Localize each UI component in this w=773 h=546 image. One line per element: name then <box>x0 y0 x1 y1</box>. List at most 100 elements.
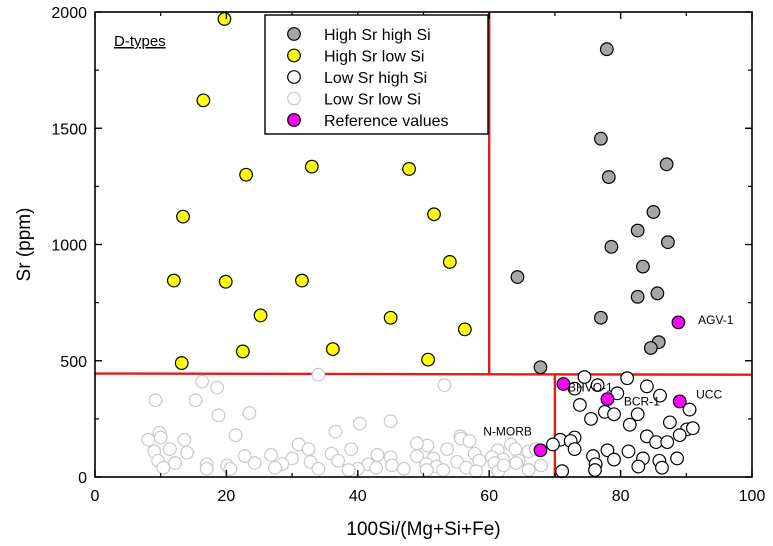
data-point <box>210 380 225 395</box>
annotation-n-morb: N-MORB <box>483 425 532 439</box>
chart-lines <box>94 12 753 477</box>
data-point <box>508 442 523 457</box>
legend-box <box>264 14 489 135</box>
data-point <box>639 379 654 394</box>
data-point <box>662 415 677 430</box>
data-point <box>421 352 435 367</box>
x-tick-label: 80 <box>612 488 630 505</box>
data-point <box>427 207 441 222</box>
data-point <box>217 12 232 26</box>
data-point <box>237 449 252 463</box>
data-point <box>659 157 674 172</box>
data-point <box>604 239 619 254</box>
data-point <box>593 310 608 325</box>
data-point <box>584 411 598 426</box>
data-point <box>148 393 163 408</box>
data-point <box>521 463 536 477</box>
data-points <box>141 12 700 479</box>
data-point <box>168 456 183 470</box>
x-tick-label: 100 <box>739 488 766 505</box>
sr-threshold-line <box>94 372 753 376</box>
legend-marker <box>287 27 301 41</box>
data-point <box>672 428 687 443</box>
data-point <box>555 464 570 479</box>
data-point <box>685 421 700 436</box>
y-tick-label: 2000 <box>51 5 87 22</box>
data-point <box>341 463 356 477</box>
data-point <box>622 417 637 432</box>
data-point <box>301 442 316 457</box>
data-point <box>228 428 243 443</box>
data-point <box>621 444 636 459</box>
legend-item: High Sr high Si <box>287 27 431 44</box>
annotation-agv-1: AGV-1 <box>698 313 734 327</box>
data-point <box>331 453 345 468</box>
data-point <box>410 449 424 463</box>
data-point <box>671 315 686 330</box>
data-point <box>469 464 483 479</box>
data-point <box>141 432 156 447</box>
y-tick-label: 500 <box>60 354 87 371</box>
data-point <box>556 377 571 391</box>
data-point <box>410 436 424 451</box>
data-point <box>646 205 661 219</box>
data-point <box>509 456 524 470</box>
data-point <box>630 223 645 238</box>
annotation-ucc: UCC <box>696 387 722 401</box>
data-point <box>247 456 262 470</box>
series-low-sr-low-si <box>141 367 549 479</box>
data-point <box>630 407 645 422</box>
legend-item: Low Sr low Si <box>287 92 421 109</box>
data-point <box>199 461 214 476</box>
data-point <box>264 448 278 462</box>
data-point <box>188 393 203 408</box>
data-point <box>510 270 525 284</box>
legend-label: Low Sr high Si <box>324 70 427 87</box>
data-point <box>402 162 416 176</box>
data-point <box>636 259 650 274</box>
data-point <box>631 459 646 474</box>
data-point <box>672 394 687 409</box>
data-point <box>153 430 168 445</box>
data-point <box>156 460 171 475</box>
point-annotations: AGV-1 BHVO-1 BCR-1 UCC N-MORB <box>483 313 734 439</box>
data-point <box>218 274 233 289</box>
data-point <box>328 424 343 439</box>
data-point <box>235 344 250 359</box>
data-point <box>462 434 477 448</box>
data-point <box>176 209 190 224</box>
data-point <box>577 370 592 384</box>
data-point <box>660 435 675 450</box>
panel-label: D-types <box>114 33 166 50</box>
y-tick-label: 0 <box>78 470 87 487</box>
series-low-sr-high-si <box>546 370 700 479</box>
data-point <box>620 371 635 386</box>
y-tick-label: 1500 <box>51 121 87 138</box>
y-tick-label: 1000 <box>51 238 87 255</box>
data-point <box>655 460 669 475</box>
data-point <box>600 392 615 407</box>
series-reference-values <box>533 315 687 458</box>
data-point <box>440 442 455 457</box>
data-point <box>457 322 472 337</box>
data-point <box>600 443 615 458</box>
data-point <box>196 93 211 108</box>
series-high-sr-high-si <box>510 42 675 375</box>
data-point <box>650 286 665 301</box>
legend-marker <box>287 70 301 84</box>
data-point <box>607 407 621 422</box>
legend-label: Reference values <box>324 113 449 130</box>
data-point <box>607 452 621 467</box>
data-point <box>572 398 587 412</box>
data-point <box>166 273 181 288</box>
data-point <box>344 442 359 457</box>
x-tick-label: 60 <box>480 488 498 505</box>
data-point <box>174 356 189 370</box>
data-point <box>534 458 549 473</box>
y-axis-title: Sr (ppm) <box>14 208 35 282</box>
data-point <box>304 159 319 174</box>
data-point <box>311 367 326 382</box>
data-point <box>195 374 209 389</box>
